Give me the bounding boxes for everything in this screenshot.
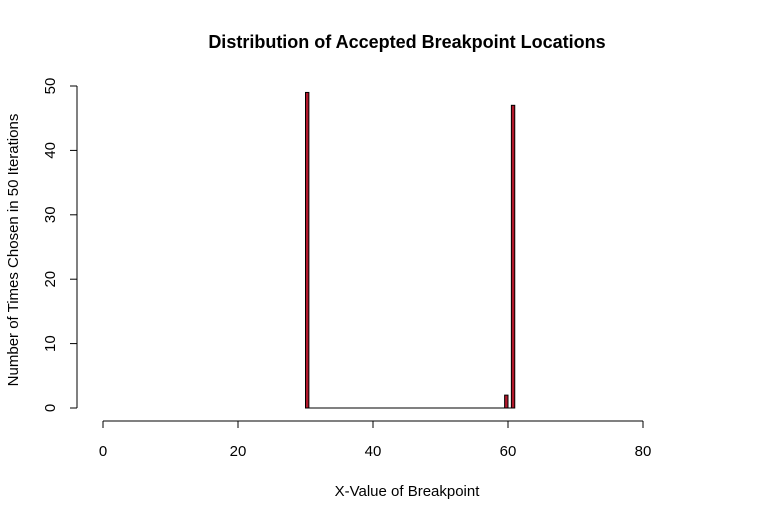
y-tick-label: 30 <box>42 206 59 223</box>
y-tick-label: 50 <box>42 78 59 95</box>
y-tick-label: 10 <box>42 335 59 352</box>
y-tick-label: 20 <box>42 271 59 288</box>
x-tick-label: 80 <box>635 443 652 460</box>
y-tick-label: 0 <box>42 404 59 412</box>
bar <box>504 394 509 409</box>
x-tick-label: 40 <box>365 443 382 460</box>
x-tick-label: 20 <box>230 443 247 460</box>
y-axis-label: Number of Times Chosen in 50 Iterations <box>5 114 22 387</box>
bar <box>305 91 310 409</box>
x-tick-label: 0 <box>99 443 107 460</box>
x-axis-label: X-Value of Breakpoint <box>335 483 481 500</box>
y-axis: 0 10 20 30 40 50 <box>42 78 78 412</box>
chart-title: Distribution of Accepted Breakpoint Loca… <box>208 32 605 52</box>
y-tick-label: 40 <box>42 142 59 159</box>
bar <box>510 104 516 409</box>
x-axis: 0 20 40 60 80 <box>99 420 652 460</box>
plot-area <box>305 91 516 409</box>
x-tick-label: 60 <box>500 443 517 460</box>
